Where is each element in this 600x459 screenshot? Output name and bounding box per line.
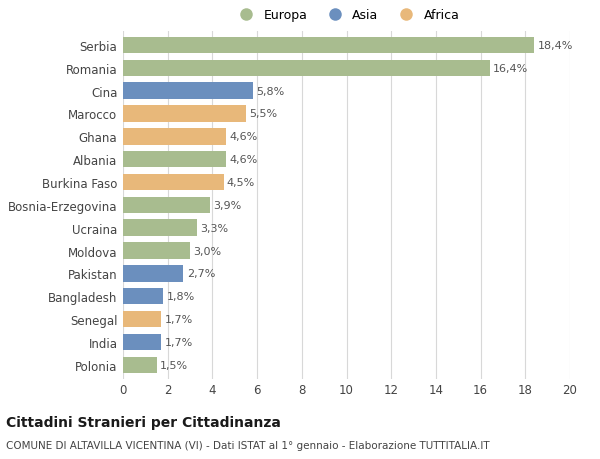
Text: 1,7%: 1,7%: [164, 314, 193, 325]
Text: Cittadini Stranieri per Cittadinanza: Cittadini Stranieri per Cittadinanza: [6, 415, 281, 429]
Bar: [123, 334, 161, 350]
Text: 4,5%: 4,5%: [227, 178, 255, 188]
Text: 2,7%: 2,7%: [187, 269, 215, 279]
Text: 4,6%: 4,6%: [229, 132, 257, 142]
Text: 3,0%: 3,0%: [193, 246, 221, 256]
Bar: [123, 197, 210, 213]
Bar: [123, 311, 161, 328]
Text: 4,6%: 4,6%: [229, 155, 257, 165]
Text: 3,9%: 3,9%: [214, 201, 242, 210]
Text: 1,7%: 1,7%: [164, 337, 193, 347]
Bar: [123, 38, 534, 54]
Text: 18,4%: 18,4%: [538, 41, 573, 51]
Bar: [123, 106, 246, 123]
Bar: [123, 174, 224, 191]
Bar: [123, 266, 184, 282]
Text: 5,8%: 5,8%: [256, 86, 284, 96]
Bar: [123, 61, 490, 77]
Bar: [123, 129, 226, 145]
Bar: [123, 220, 197, 236]
Bar: [123, 243, 190, 259]
Text: 5,5%: 5,5%: [249, 109, 277, 119]
Text: 16,4%: 16,4%: [493, 64, 528, 73]
Bar: [123, 288, 163, 305]
Bar: [123, 357, 157, 373]
Text: 1,5%: 1,5%: [160, 360, 188, 370]
Text: 3,3%: 3,3%: [200, 223, 228, 233]
Bar: [123, 83, 253, 100]
Legend: Europa, Asia, Africa: Europa, Asia, Africa: [233, 9, 460, 22]
Text: COMUNE DI ALTAVILLA VICENTINA (VI) - Dati ISTAT al 1° gennaio - Elaborazione TUT: COMUNE DI ALTAVILLA VICENTINA (VI) - Dat…: [6, 440, 490, 450]
Bar: [123, 151, 226, 168]
Text: 1,8%: 1,8%: [167, 291, 195, 302]
